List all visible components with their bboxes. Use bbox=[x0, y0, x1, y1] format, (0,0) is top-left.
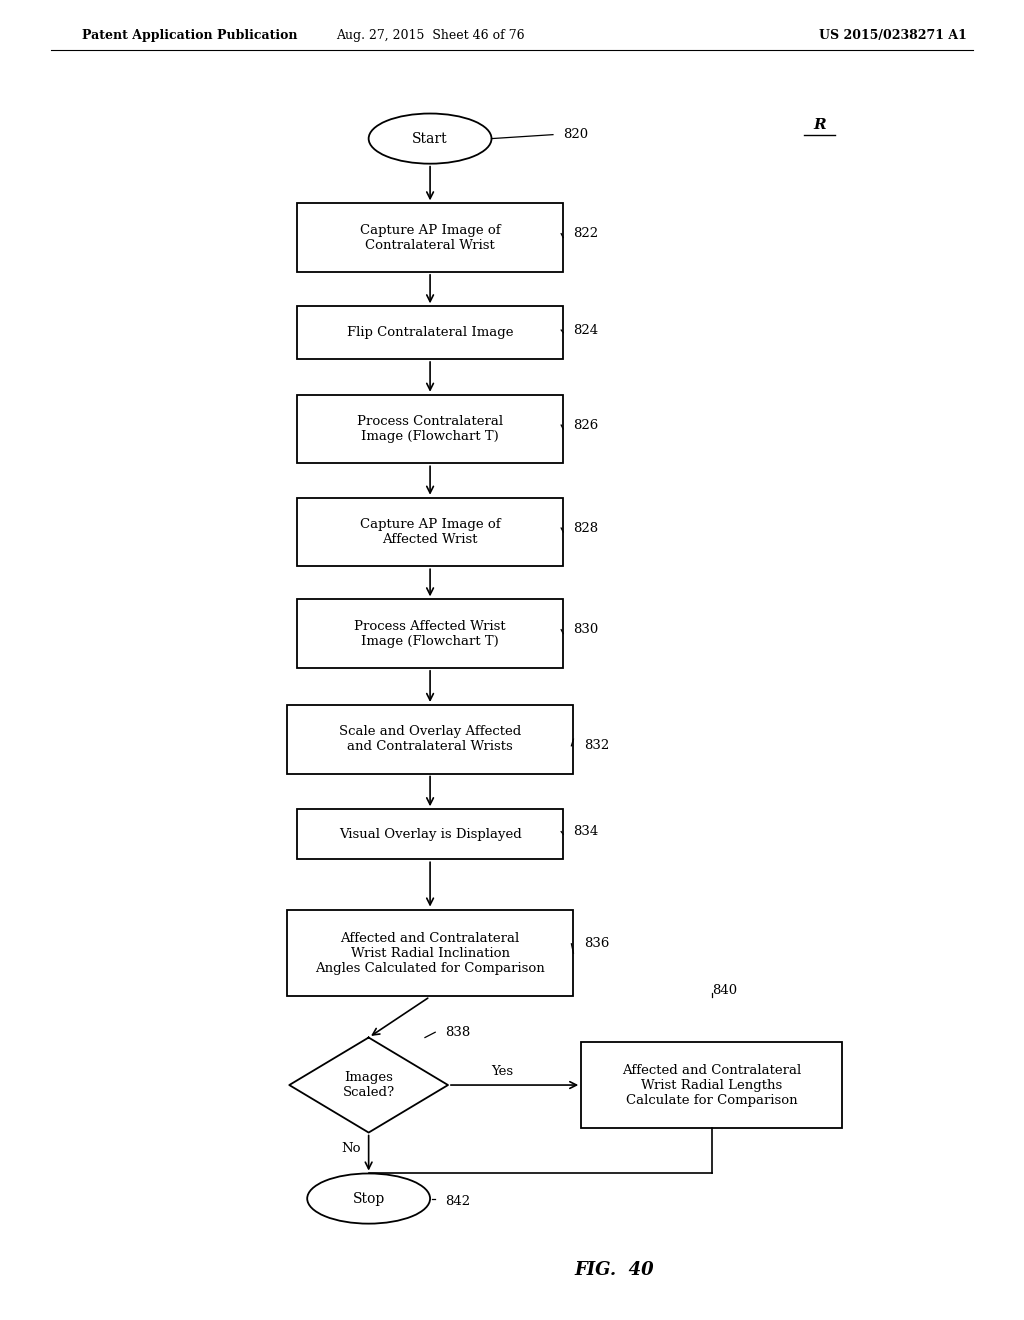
Text: No: No bbox=[341, 1142, 361, 1155]
Text: 832: 832 bbox=[584, 739, 609, 752]
Text: Images
Scaled?: Images Scaled? bbox=[343, 1071, 394, 1100]
Text: 828: 828 bbox=[573, 521, 599, 535]
Text: 820: 820 bbox=[563, 128, 589, 141]
Bar bbox=[287, 911, 573, 995]
Text: Aug. 27, 2015  Sheet 46 of 76: Aug. 27, 2015 Sheet 46 of 76 bbox=[336, 29, 524, 42]
Bar bbox=[297, 599, 563, 668]
Bar bbox=[297, 203, 563, 272]
Bar bbox=[581, 1043, 842, 1127]
Text: 840: 840 bbox=[712, 983, 737, 997]
Text: Affected and Contralateral
Wrist Radial Lengths
Calculate for Comparison: Affected and Contralateral Wrist Radial … bbox=[622, 1064, 802, 1106]
Text: R: R bbox=[813, 119, 825, 132]
Text: Stop: Stop bbox=[352, 1192, 385, 1205]
Bar bbox=[287, 705, 573, 774]
Text: Affected and Contralateral
Wrist Radial Inclination
Angles Calculated for Compar: Affected and Contralateral Wrist Radial … bbox=[315, 932, 545, 974]
Text: 824: 824 bbox=[573, 323, 599, 337]
Text: Yes: Yes bbox=[490, 1065, 513, 1078]
Text: FIG.  40: FIG. 40 bbox=[574, 1261, 654, 1279]
Ellipse shape bbox=[307, 1173, 430, 1224]
Text: 838: 838 bbox=[445, 1026, 471, 1039]
Bar bbox=[297, 809, 563, 859]
Bar bbox=[297, 498, 563, 566]
Text: Patent Application Publication: Patent Application Publication bbox=[82, 29, 297, 42]
Text: 830: 830 bbox=[573, 623, 599, 636]
Text: 842: 842 bbox=[445, 1195, 471, 1208]
Text: Process Contralateral
Image (Flowchart T): Process Contralateral Image (Flowchart T… bbox=[357, 414, 503, 444]
Ellipse shape bbox=[369, 114, 492, 164]
Text: Flip Contralateral Image: Flip Contralateral Image bbox=[347, 326, 513, 339]
Text: 826: 826 bbox=[573, 418, 599, 432]
Text: 836: 836 bbox=[584, 937, 609, 950]
Text: Process Affected Wrist
Image (Flowchart T): Process Affected Wrist Image (Flowchart … bbox=[354, 619, 506, 648]
Text: 834: 834 bbox=[573, 825, 599, 838]
Text: 822: 822 bbox=[573, 227, 599, 240]
Text: US 2015/0238271 A1: US 2015/0238271 A1 bbox=[819, 29, 967, 42]
Bar bbox=[297, 395, 563, 463]
Text: Capture AP Image of
Contralateral Wrist: Capture AP Image of Contralateral Wrist bbox=[359, 223, 501, 252]
Text: Capture AP Image of
Affected Wrist: Capture AP Image of Affected Wrist bbox=[359, 517, 501, 546]
Text: Scale and Overlay Affected
and Contralateral Wrists: Scale and Overlay Affected and Contralat… bbox=[339, 725, 521, 754]
Bar bbox=[297, 306, 563, 359]
Text: Visual Overlay is Displayed: Visual Overlay is Displayed bbox=[339, 828, 521, 841]
Text: Start: Start bbox=[413, 132, 447, 145]
